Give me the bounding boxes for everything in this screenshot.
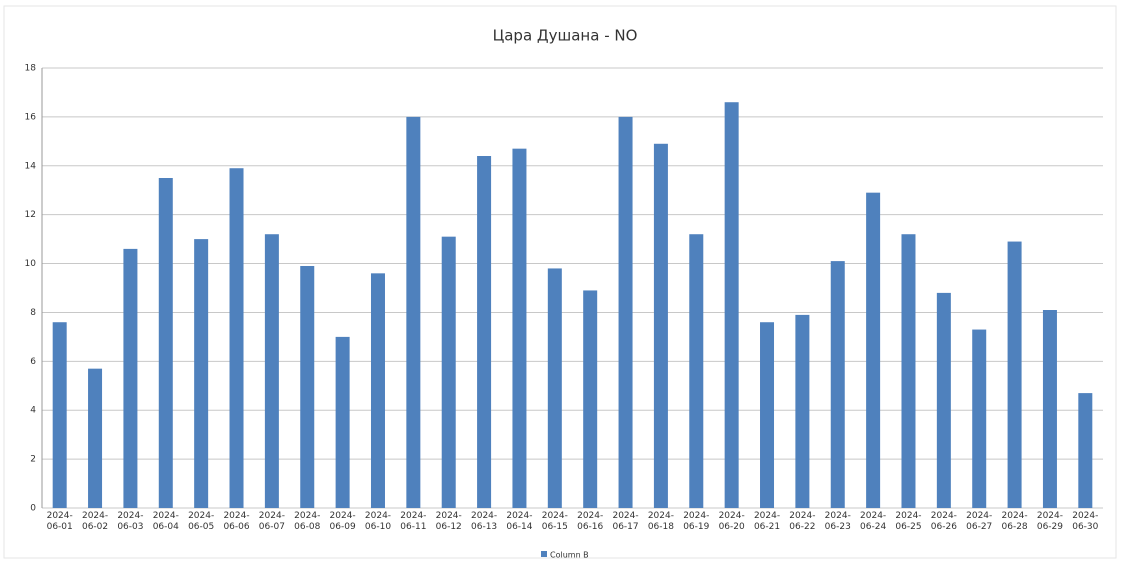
x-tick-label: 2024-06-09 xyxy=(329,511,356,532)
bar xyxy=(229,168,244,508)
x-tick-label: 2024-06-17 xyxy=(612,511,639,532)
y-tick-label: 16 xyxy=(25,112,37,122)
bar xyxy=(689,234,704,508)
x-tick-label: 2024-06-11 xyxy=(400,511,427,532)
bar xyxy=(866,192,881,508)
bar xyxy=(441,236,456,508)
x-tick-label: 2024-06-16 xyxy=(577,511,604,532)
x-tick-label: 2024-06-06 xyxy=(223,511,250,532)
x-tick-label: 2024-06-01 xyxy=(46,511,73,532)
x-tick-label: 2024-06-21 xyxy=(753,511,781,532)
bar xyxy=(406,116,421,508)
bar xyxy=(335,336,350,508)
y-tick-label: 0 xyxy=(30,504,36,514)
y-tick-label: 12 xyxy=(25,210,36,220)
bar xyxy=(123,248,138,508)
x-tick-label: 2024-06-24 xyxy=(860,511,887,532)
bar xyxy=(830,261,845,508)
y-tick-label: 14 xyxy=(25,161,37,171)
x-tick-label: 2024-06-04 xyxy=(152,511,179,532)
bar xyxy=(653,143,668,508)
y-tick-label: 2 xyxy=(30,455,36,465)
x-tick-label: 2024-06-27 xyxy=(966,511,993,532)
y-tick-label: 8 xyxy=(30,308,36,318)
x-tick-label: 2024-06-10 xyxy=(364,511,392,532)
legend-label: Column B xyxy=(550,551,589,560)
x-tick-label: 2024-06-30 xyxy=(1072,511,1099,532)
bar xyxy=(724,102,739,508)
bar xyxy=(936,292,951,508)
x-tick-label: 2024-06-14 xyxy=(506,511,533,532)
x-tick-label: 2024-06-20 xyxy=(718,511,745,532)
x-tick-label: 2024-06-08 xyxy=(294,511,321,532)
chart-border xyxy=(3,5,1117,559)
bar xyxy=(88,368,103,508)
bar xyxy=(52,322,67,508)
y-tick-label: 18 xyxy=(25,64,37,74)
x-tick-label: 2024-06-12 xyxy=(435,511,462,532)
bar xyxy=(158,178,173,508)
legend-swatch xyxy=(541,551,547,557)
x-tick-label: 2024-06-02 xyxy=(81,511,109,532)
x-tick-label: 2024-06-03 xyxy=(117,511,144,532)
bar xyxy=(264,234,279,508)
bar xyxy=(901,234,916,508)
bar xyxy=(760,322,775,508)
bar xyxy=(1078,393,1093,508)
bar xyxy=(370,273,385,508)
x-tick-label: 2024-06-15 xyxy=(541,511,568,532)
x-tick-label: 2024-06-22 xyxy=(789,511,816,532)
y-tick-label: 4 xyxy=(30,406,36,416)
x-tick-label: 2024-06-26 xyxy=(930,511,957,532)
x-tick-label: 2024-06-25 xyxy=(895,511,922,532)
x-tick-label: 2024-06-23 xyxy=(824,511,851,532)
x-tick-label: 2024-06-28 xyxy=(1001,511,1028,532)
bar xyxy=(477,156,492,508)
bar xyxy=(194,239,209,508)
bar xyxy=(618,116,633,508)
x-tick-label: 2024-06-29 xyxy=(1036,511,1064,532)
x-tick-label: 2024-06-13 xyxy=(471,511,498,532)
bar xyxy=(972,329,987,508)
x-tick-label: 2024-06-18 xyxy=(647,511,674,532)
bar xyxy=(1042,310,1057,508)
bar xyxy=(795,314,810,508)
y-tick-label: 6 xyxy=(30,357,36,367)
x-tick-label: 2024-06-07 xyxy=(258,511,285,532)
x-tick-label: 2024-06-19 xyxy=(683,511,710,532)
bar xyxy=(1007,241,1022,509)
x-tick-label: 2024-06-05 xyxy=(188,511,215,532)
bar xyxy=(512,148,527,508)
bar xyxy=(300,266,315,508)
bar xyxy=(547,268,562,508)
chart-title: Цара Душана - NO xyxy=(493,27,638,45)
y-tick-label: 10 xyxy=(25,259,37,269)
bar xyxy=(583,290,598,508)
